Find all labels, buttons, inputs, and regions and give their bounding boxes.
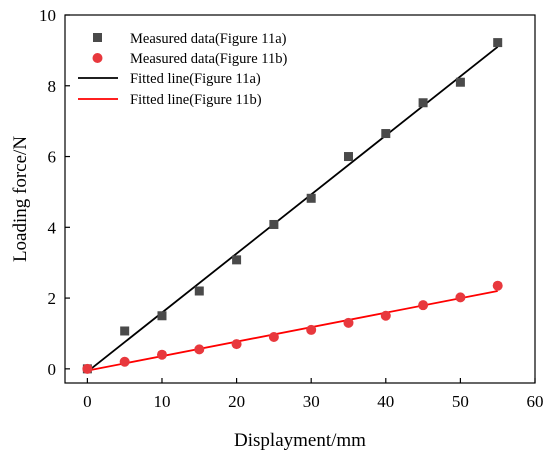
point-11b — [82, 363, 93, 374]
point-11b — [306, 324, 317, 335]
point-11a — [157, 311, 167, 321]
x-tick-label: 50 — [452, 392, 469, 411]
y-tick-label: 2 — [48, 289, 57, 308]
point-11b — [194, 344, 205, 355]
legend-marker-measured-11b — [92, 53, 103, 63]
point-11b — [380, 310, 391, 321]
data-points — [82, 38, 503, 374]
x-tick-label: 10 — [153, 392, 170, 411]
point-11a — [343, 152, 353, 162]
point-11b — [119, 356, 130, 367]
x-tick-label: 0 — [83, 392, 92, 411]
y-tick-label: 8 — [48, 77, 57, 96]
point-11a — [194, 286, 204, 296]
point-11a — [269, 219, 279, 229]
y-tick-label: 10 — [39, 6, 56, 25]
y-tick-label: 6 — [48, 148, 57, 167]
legend-label-measured-11b: Measured data(Figure 11b) — [130, 51, 287, 67]
point-11a — [306, 193, 316, 203]
point-11a — [455, 77, 465, 87]
point-11a — [120, 326, 130, 336]
point-11b — [231, 339, 242, 350]
x-tick-label: 30 — [303, 392, 320, 411]
point-11b — [156, 349, 167, 360]
fitted-lines — [86, 46, 499, 373]
legend: Measured data(Figure 11a) Measured data(… — [78, 31, 287, 108]
plot-frame — [64, 14, 536, 384]
point-11b — [455, 292, 466, 303]
fitted-line-11a — [86, 46, 499, 373]
x-tick-label: 60 — [527, 392, 544, 411]
point-11a — [418, 98, 428, 108]
point-11b — [492, 280, 503, 291]
point-11b — [418, 300, 429, 311]
point-11b — [343, 317, 354, 328]
legend-label-fitted-11a: Fitted line(Figure 11a) — [130, 71, 261, 87]
y-axis-label: Loading force/N — [10, 136, 31, 262]
point-11a — [232, 255, 242, 265]
fitted-line-11b — [87, 290, 498, 372]
x-axis-label: Displayment/mm — [234, 430, 366, 451]
x-tick-label: 40 — [377, 392, 394, 411]
point-11a — [381, 129, 391, 139]
point-11a — [493, 38, 503, 48]
legend-label-measured-11a: Measured data(Figure 11a) — [130, 31, 287, 47]
x-tick-label: 20 — [228, 392, 245, 411]
y-tick-label: 4 — [48, 218, 57, 237]
legend-label-fitted-11b: Fitted line(Figure 11b) — [130, 92, 262, 108]
point-11b — [268, 332, 279, 342]
legend-marker-measured-11a — [93, 33, 102, 42]
y-tick-label: 0 — [48, 360, 57, 379]
axis-ticks: 0 10 20 30 40 50 60 0 2 4 6 8 10 — [39, 6, 544, 411]
